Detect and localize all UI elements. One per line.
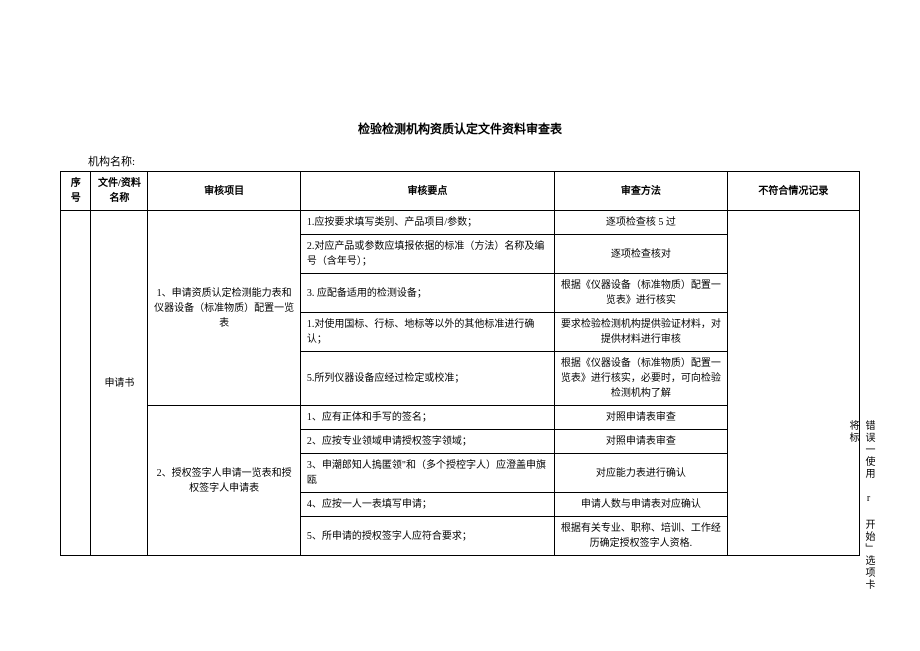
method-cell: 对照申请表审查 bbox=[555, 406, 728, 430]
col-doc: 文件/资料名称 bbox=[91, 172, 148, 211]
point-cell: 1、应有正体和手写的签名； bbox=[300, 406, 554, 430]
org-label: 机构名称: bbox=[88, 153, 870, 169]
point-cell: 2、应按专业领域申请授权签字领域； bbox=[300, 430, 554, 454]
point-cell: 4、应按一人一表填写申请； bbox=[300, 493, 554, 517]
method-cell: 要求检验检测机构提供验证材料，对提供材料进行审核 bbox=[555, 313, 728, 352]
item2-cell: 2、授权签字人申请一览表和授权签字人申请表 bbox=[148, 406, 300, 556]
col-record: 不符合情况记录 bbox=[727, 172, 859, 211]
method-cell: 逐项检查核 5 过 bbox=[555, 211, 728, 235]
review-table: 序号 文件/资料名称 审核项目 审核要点 审查方法 不符合情况记录 申请书 1、… bbox=[60, 171, 860, 556]
point-cell: 1.对使用国标、行标、地标等以外的其他标准进行确认； bbox=[300, 313, 554, 352]
method-cell: 根据《仪器设备（标准物质）配置一览表》进行核实，必要时，可向检验检测机构了解 bbox=[555, 352, 728, 406]
col-method: 审查方法 bbox=[555, 172, 728, 211]
method-cell: 逐项检查核对 bbox=[555, 235, 728, 274]
record-cell bbox=[727, 211, 859, 556]
point-cell: 2.对应产品或参数应填报依据的标准（方法）名称及编号（含年号）； bbox=[300, 235, 554, 274]
col-seq: 序号 bbox=[61, 172, 91, 211]
header-row: 序号 文件/资料名称 审核项目 审核要点 审查方法 不符合情况记录 bbox=[61, 172, 860, 211]
seq-cell bbox=[61, 211, 91, 556]
item1-cell: 1、申请资质认定检测能力表和仪器设备（标准物质）配置一览表 bbox=[148, 211, 300, 406]
method-cell: 对应能力表进行确认 bbox=[555, 454, 728, 493]
method-cell: 对照申请表审查 bbox=[555, 430, 728, 454]
point-cell: 5.所列仪器设备应经过检定或校准； bbox=[300, 352, 554, 406]
method-cell: 根据《仪器设备（标准物质）配置一览表》进行核实 bbox=[555, 274, 728, 313]
point-cell: 1.应按要求填写类别、产品项目/参数； bbox=[300, 211, 554, 235]
side-note: 错误一使用 r 开始」选项卡将标 bbox=[864, 420, 876, 596]
point-cell: 3. 应配备适用的检测设备； bbox=[300, 274, 554, 313]
point-cell: 5、所申请的授权签字人应符合要求； bbox=[300, 517, 554, 556]
method-cell: 申请人数与申请表对应确认 bbox=[555, 493, 728, 517]
doc-name-cell: 申请书 bbox=[91, 211, 148, 556]
table-row: 申请书 1、申请资质认定检测能力表和仪器设备（标准物质）配置一览表 1.应按要求… bbox=[61, 211, 860, 235]
col-point: 审核要点 bbox=[300, 172, 554, 211]
point-cell: 3、申潮郎知人摀匿领"和（多个授椌字人）应澄盖申旗瓯 bbox=[300, 454, 554, 493]
col-item: 审核项目 bbox=[148, 172, 300, 211]
method-cell: 根据有关专业、职称、培训、工作经历确定授权签字人资格. bbox=[555, 517, 728, 556]
doc-title: 检验检测机构资质认定文件资料审查表 bbox=[50, 120, 870, 137]
